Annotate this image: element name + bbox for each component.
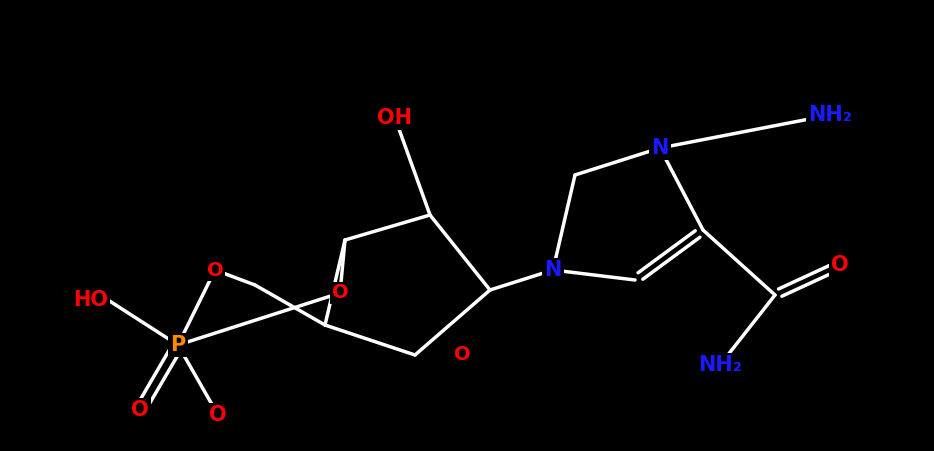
Text: N: N <box>651 138 669 158</box>
Text: P: P <box>170 335 186 355</box>
Text: N: N <box>545 260 561 280</box>
Text: O: O <box>209 405 227 425</box>
Text: O: O <box>831 255 849 275</box>
Text: O: O <box>131 400 149 420</box>
Text: O: O <box>206 261 223 280</box>
Text: OH: OH <box>377 108 413 128</box>
Text: HO: HO <box>73 290 108 310</box>
Text: NH₂: NH₂ <box>698 355 742 375</box>
Text: O: O <box>332 284 348 303</box>
Text: O: O <box>454 345 471 364</box>
Text: NH₂: NH₂ <box>808 105 852 125</box>
